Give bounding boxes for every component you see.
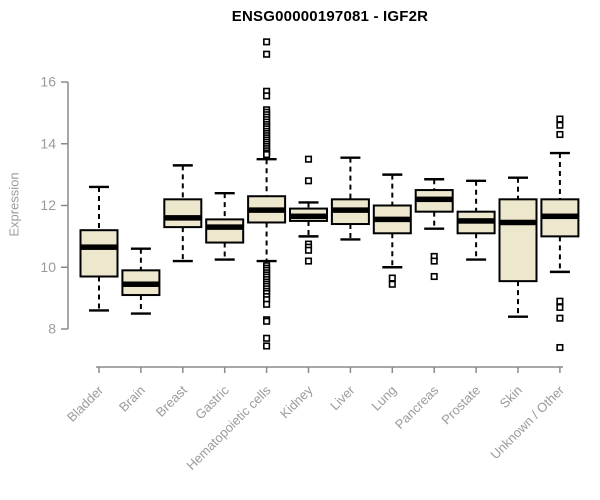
y-axis-title: Expression <box>6 172 22 237</box>
median-line <box>373 216 411 223</box>
x-tick-label: Kidney <box>277 382 316 421</box>
median-line <box>206 224 244 230</box>
outlier-marker <box>556 130 564 139</box>
x-tick-label: Breast <box>153 382 190 419</box>
outlier-marker <box>388 280 396 288</box>
outlier-marker <box>556 297 564 305</box>
box-kidney <box>289 155 328 265</box>
x-tick-label: Bladder <box>64 382 107 425</box>
outlier-marker <box>556 314 564 322</box>
x-tick-label: Gastric <box>192 382 232 422</box>
y-tick-label: 16 <box>40 74 56 90</box>
outlier-marker <box>263 342 271 350</box>
x-tick-label: Skin <box>497 383 525 411</box>
box-pancreas <box>414 178 454 281</box>
box-breast <box>163 164 203 263</box>
median-line <box>290 213 327 220</box>
y-tick-label: 12 <box>40 197 56 213</box>
iqr-box <box>79 229 119 278</box>
median-line <box>457 218 495 224</box>
outlier-marker <box>263 50 271 58</box>
iqr-box <box>205 218 245 244</box>
box-hematopoietic-cells <box>247 38 287 350</box>
box-unknown-other <box>540 115 580 352</box>
outlier-marker <box>263 92 271 100</box>
outlier-marker <box>304 177 313 185</box>
outlier-marker <box>556 303 564 311</box>
median-line <box>415 196 453 203</box>
median-line <box>80 244 118 250</box>
x-tick-label: Pancreas <box>392 382 442 432</box>
y-tick-label: 10 <box>40 259 56 275</box>
box-prostate <box>456 179 496 261</box>
iqr-box <box>163 198 203 229</box>
outlier-marker <box>304 155 313 163</box>
x-tick-label: Prostate <box>438 383 483 428</box>
median-line <box>331 207 369 213</box>
outlier-marker <box>304 246 313 254</box>
box-skin <box>498 176 538 318</box>
box-liver <box>330 156 370 241</box>
outlier-marker <box>263 300 271 308</box>
outlier-marker <box>263 38 271 46</box>
median-line <box>122 281 160 287</box>
iqr-box <box>498 198 538 283</box>
box-lung <box>372 173 412 288</box>
x-tick-label: Unknown / Other <box>487 382 567 462</box>
outlier-marker <box>263 151 271 159</box>
box-brain <box>121 247 161 315</box>
median-line <box>248 207 286 213</box>
outlier-marker <box>263 317 271 325</box>
box-gastric <box>205 191 245 261</box>
chart-title: ENSG00000197081 - IGF2R <box>231 8 429 25</box>
outlier-marker <box>430 272 438 281</box>
outlier-marker <box>263 334 271 342</box>
median-line <box>499 219 537 226</box>
x-tick-label: Liver <box>327 382 358 413</box>
outlier-marker <box>304 257 313 265</box>
box-bladder <box>79 185 119 312</box>
outlier-marker <box>430 257 438 265</box>
y-tick-label: 14 <box>40 135 56 151</box>
median-line <box>164 215 202 221</box>
y-tick-label: 8 <box>48 321 56 337</box>
outlier-marker <box>556 115 564 123</box>
outlier-marker <box>388 274 396 282</box>
x-tick-label: Lung <box>368 383 399 414</box>
outlier-marker <box>556 121 564 129</box>
outlier-marker <box>556 343 564 352</box>
y-axis: 8 10 12 14 16 <box>40 74 69 337</box>
median-line <box>541 213 579 220</box>
x-tick-label: Brain <box>116 383 148 415</box>
